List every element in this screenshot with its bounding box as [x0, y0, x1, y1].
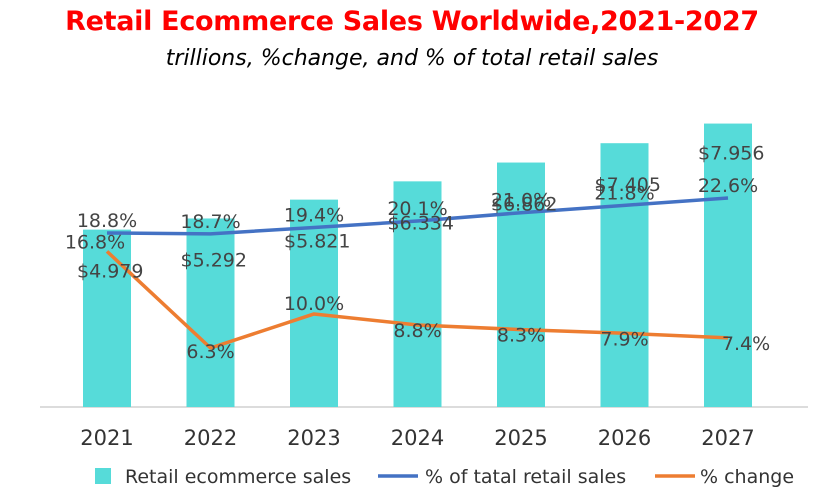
share-value-label: 20.1% — [387, 198, 447, 220]
share-value-label: 18.8% — [77, 210, 137, 232]
share-value-label: 21.8% — [594, 182, 654, 204]
line-series — [105, 196, 729, 350]
bar-value-label: $6.862 — [491, 194, 557, 216]
change-value-label: 16.8% — [65, 231, 125, 253]
bar-value-label: $7.956 — [698, 143, 764, 165]
bar-2026 — [600, 143, 649, 407]
x-tick-label: 2021 — [80, 426, 133, 450]
chart-subtitle: trillions, %change, and % of total retai… — [165, 46, 659, 71]
x-tick-label: 2026 — [598, 426, 651, 450]
line-percent-change — [105, 250, 729, 350]
bar-value-label: $4.979 — [77, 261, 143, 283]
bar-value-label: $5.292 — [181, 249, 247, 271]
line-share-of-total — [106, 196, 729, 236]
legend-swatch-bar — [95, 468, 111, 484]
change-value-label: 10.0% — [284, 293, 344, 315]
legend-label-share: % of tatal retail sales — [425, 466, 626, 488]
share-value-label: 18.7% — [180, 211, 240, 233]
share-value-label: 19.4% — [284, 204, 344, 226]
x-tick-label: 2025 — [494, 426, 547, 450]
change-value-label: 6.3% — [186, 341, 234, 363]
x-tick-label: 2024 — [391, 426, 444, 450]
legend-label-change: % change — [700, 466, 794, 488]
change-value-label: 8.8% — [393, 320, 441, 342]
legend: Retail ecommerce sales % of tatal retail … — [95, 466, 794, 488]
change-value-label: 8.3% — [497, 325, 545, 347]
change-value-label: 7.4% — [722, 333, 770, 355]
share-value-label: 22.6% — [698, 175, 758, 197]
data-labels: $4.979 $5.292 $5.821 $6.334 $6.862 $7.405 $7.9… — [65, 143, 770, 363]
x-tick-label: 2022 — [184, 426, 237, 450]
bar-2022 — [186, 218, 235, 407]
x-tick-label: 2023 — [287, 426, 340, 450]
bar-series — [83, 123, 752, 407]
x-axis-ticks: 2021 2022 2023 2024 2025 2026 2027 — [80, 426, 754, 450]
x-tick-label: 2027 — [701, 426, 754, 450]
chart-title: Retail Ecommerce Sales Worldwide,2021-20… — [65, 6, 759, 37]
change-value-label: 7.9% — [600, 328, 648, 350]
share-value-label: 21.0% — [491, 190, 551, 212]
bar-value-label: $7.405 — [595, 174, 661, 196]
bar-value-label: $5.821 — [284, 231, 350, 253]
bar-2025 — [497, 162, 545, 407]
bar-2023 — [290, 199, 338, 407]
bar-value-label: $6.334 — [388, 212, 454, 234]
legend-label-bar: Retail ecommerce sales — [125, 466, 351, 488]
bar-2021 — [83, 229, 131, 407]
bar-2027 — [704, 123, 752, 407]
